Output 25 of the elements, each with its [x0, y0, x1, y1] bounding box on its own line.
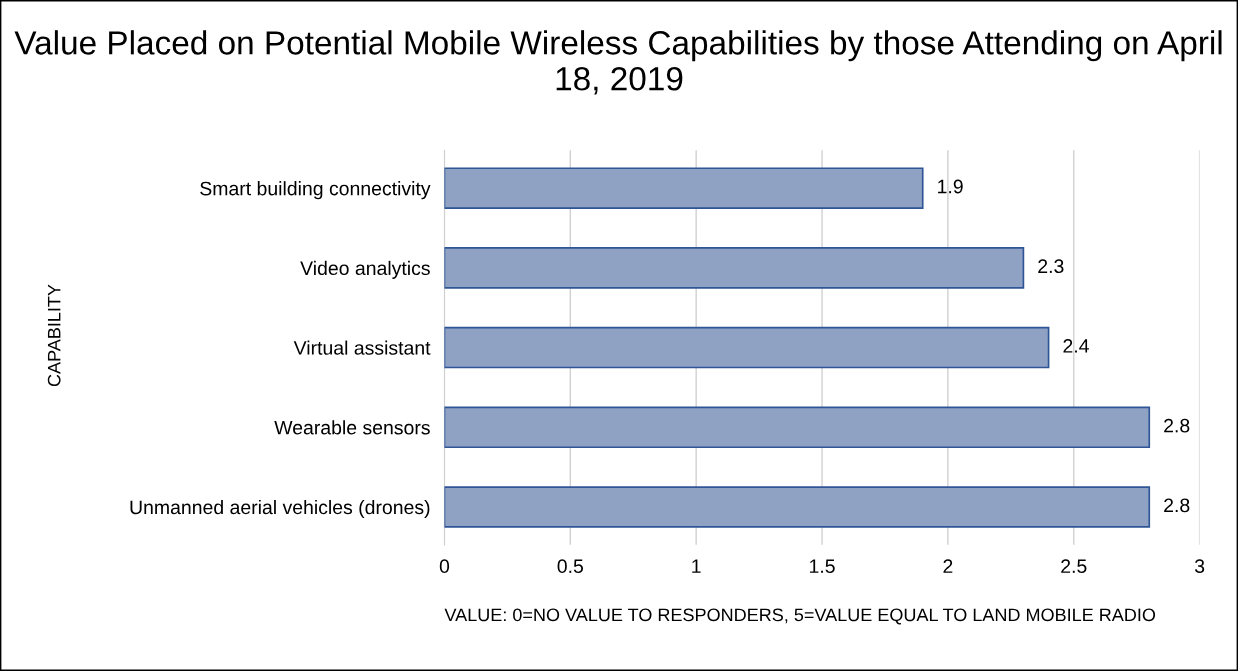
y-tick-label: Wearable sensors: [274, 420, 430, 435]
y-tick-label: Smart building connectivity: [200, 181, 431, 200]
bar: [444, 406, 1151, 449]
data-label: 2.3: [1038, 259, 1064, 274]
x-tick-label: 0.5: [557, 559, 584, 574]
x-tick-label: 1: [692, 559, 701, 573]
x-tick-label: 1.5: [810, 559, 835, 574]
y-tick-label: Unmanned aerial vehicles (drones): [130, 499, 430, 519]
y-tick-label: Virtual assistant: [293, 340, 431, 355]
x-tick-label: 2: [943, 559, 953, 573]
bar: [444, 247, 1025, 289]
x-tick-label: 0: [439, 559, 450, 574]
y-axis-title: CAPABILITY: [47, 284, 61, 387]
x-tick-label: 3: [1194, 559, 1205, 574]
chart-title: Value Placed on Potential Mobile Wireless Capabilities by those Attending on April 18, 2019: [14, 30, 1222, 95]
x-tick-label: 2.5: [1061, 559, 1087, 574]
data-label: 2.4: [1063, 339, 1089, 353]
bar: [444, 326, 1050, 369]
x-axis-title: VALUE: 0=NO VALUE TO RESPONDERS, 5=VALUE EQUAL TO LAND MOBILE RADIO: [444, 608, 1156, 625]
y-tick-label: Video analytics: [300, 260, 430, 279]
data-label: 2.8: [1164, 418, 1190, 433]
data-label: 1.9: [938, 179, 963, 194]
bar: [444, 486, 1151, 528]
bar: [444, 167, 924, 209]
data-label: 2.8: [1164, 498, 1190, 513]
